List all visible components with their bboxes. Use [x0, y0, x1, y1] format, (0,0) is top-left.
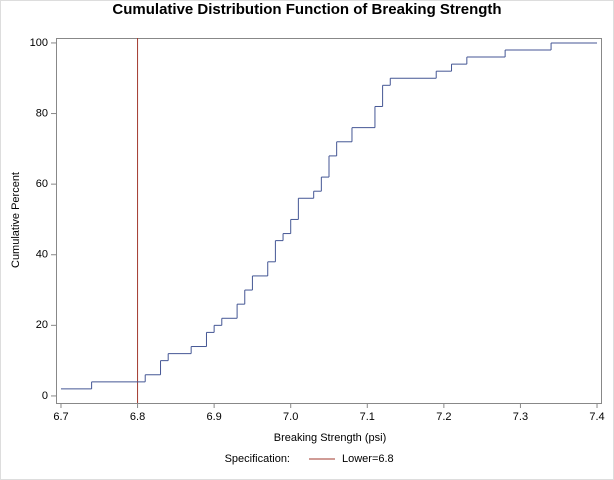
x-tick-label: 6.7 [53, 411, 68, 423]
x-tick-label: 7.1 [360, 411, 375, 423]
y-tick-label: 20 [36, 319, 48, 331]
plot-frame [56, 38, 602, 404]
x-tick-label: 7.2 [436, 411, 451, 423]
y-axis-label: Cumulative Percent [10, 172, 22, 268]
x-tick-label: 7.4 [589, 411, 604, 423]
x-axis-label: Breaking Strength (psi) [274, 432, 387, 444]
x-tick-label: 6.8 [130, 411, 145, 423]
y-tick-label: 0 [42, 390, 48, 402]
y-tick-label: 100 [30, 37, 48, 49]
y-tick-label: 80 [36, 107, 48, 119]
y-tick-label: 40 [36, 249, 48, 261]
x-tick-label: 7.0 [283, 411, 298, 423]
x-tick-label: 6.9 [206, 411, 221, 423]
legend-title: Specification: [225, 453, 290, 465]
y-tick-label: 60 [36, 178, 48, 190]
legend-label: Lower=6.8 [342, 453, 394, 465]
chart-title: Cumulative Distribution Function of Brea… [112, 1, 501, 18]
x-tick-label: 7.3 [513, 411, 528, 423]
